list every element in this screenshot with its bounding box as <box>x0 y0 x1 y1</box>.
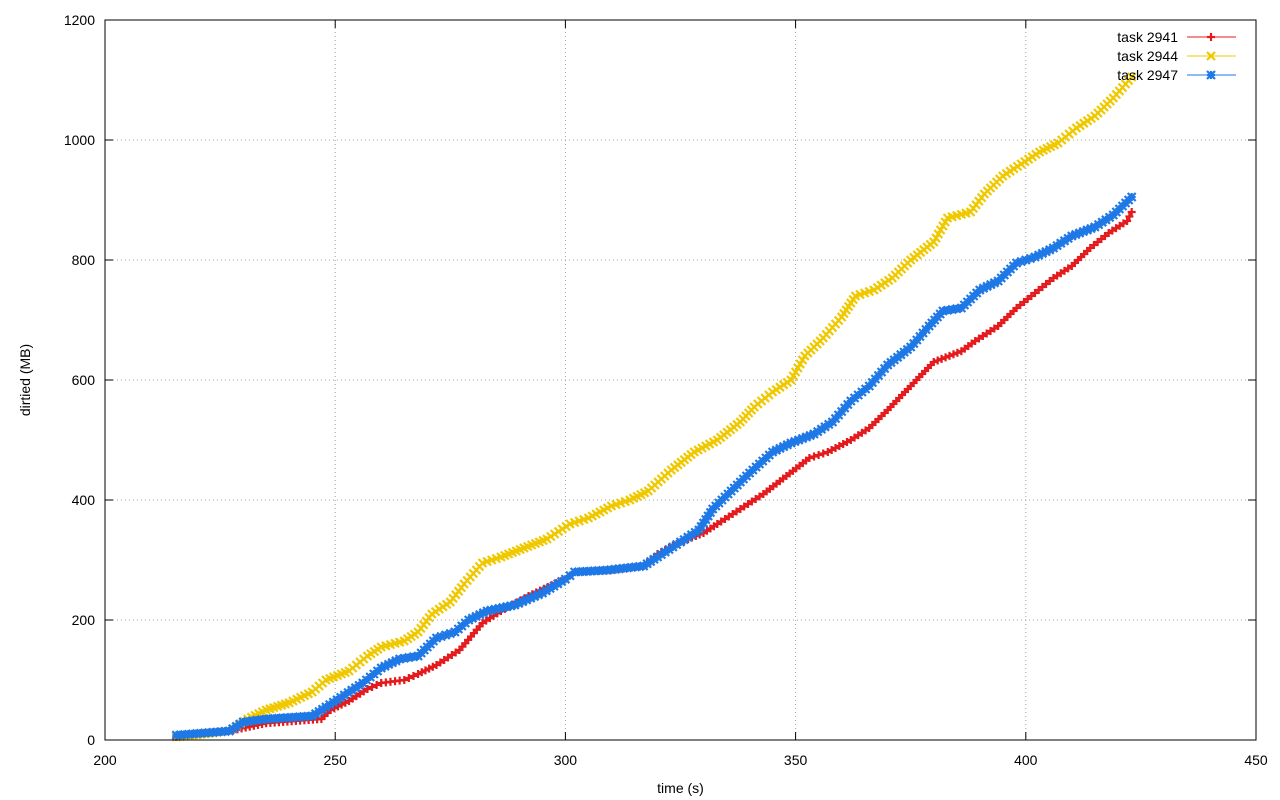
x-tick-label: 350 <box>784 752 808 768</box>
series-3 <box>171 192 1137 740</box>
x-tick-label: 300 <box>554 752 578 768</box>
y-tick-label: 200 <box>72 612 96 628</box>
data-point-fill <box>1125 212 1134 221</box>
data-point-fill <box>945 351 954 360</box>
data-point-fill <box>933 356 942 365</box>
data-point-fill <box>372 681 381 689</box>
data-point-fill <box>404 674 413 682</box>
series-line <box>176 196 1133 736</box>
legend-label: task 2941 <box>1117 29 1178 45</box>
legend-item: task 2944 <box>1117 48 1236 64</box>
x-tick-label: 250 <box>324 752 348 768</box>
data-point <box>1123 217 1132 225</box>
legend-marker <box>1206 51 1216 61</box>
y-tick-label: 1200 <box>64 12 95 28</box>
y-axis-title: dirtied (MB) <box>17 344 33 416</box>
data-point-fill <box>953 348 962 357</box>
y-tick-label: 800 <box>72 252 96 268</box>
data-point-fill <box>436 631 446 642</box>
grid <box>105 20 1256 740</box>
data-point-fill <box>810 452 819 461</box>
x-tick-label: 200 <box>93 752 117 768</box>
x-tick-label: 450 <box>1244 752 1268 768</box>
y-tick-label: 600 <box>72 372 96 388</box>
series-line <box>176 76 1133 738</box>
data-point-fill <box>949 350 958 359</box>
series-group <box>171 72 1137 742</box>
data-point <box>929 358 938 366</box>
legend-label: task 2944 <box>1117 48 1178 64</box>
y-tick-label: 400 <box>72 492 96 508</box>
data-point-fill <box>814 451 823 459</box>
data-point <box>1126 192 1137 202</box>
data-point <box>1127 208 1136 216</box>
data-point-fill <box>782 440 793 450</box>
legend-marker <box>1206 70 1216 80</box>
y-tick-label: 1000 <box>64 132 95 148</box>
data-point <box>1126 72 1137 82</box>
y-tick-label: 0 <box>87 732 95 748</box>
series-line <box>176 211 1133 738</box>
x-axis-title: time (s) <box>657 780 704 796</box>
data-point <box>805 454 814 462</box>
legend: task 2941 task 2944 task 2947 <box>1117 29 1236 83</box>
legend-item: task 2941 <box>1117 29 1236 45</box>
plot-frame <box>104 19 1257 741</box>
data-point-fill <box>409 672 418 680</box>
legend-label: task 2947 <box>1117 67 1178 83</box>
data-point-fill <box>819 449 828 458</box>
data-point-fill <box>368 683 377 691</box>
data-point <box>400 676 409 684</box>
data-point-fill <box>941 353 950 362</box>
legend-marker <box>1207 33 1215 41</box>
series-2 <box>171 72 1137 742</box>
x-tick-label: 400 <box>1014 752 1038 768</box>
legend-item: task 2947 <box>1117 67 1236 83</box>
data-point-fill <box>937 354 946 363</box>
